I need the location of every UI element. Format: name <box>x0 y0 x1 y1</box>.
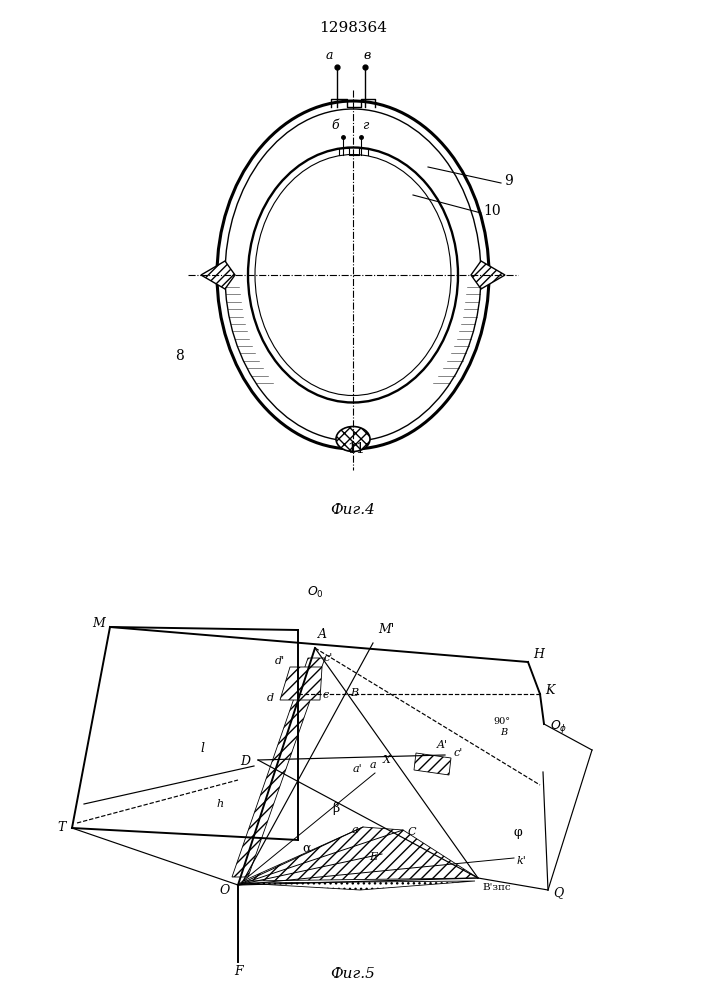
Text: г: г <box>362 119 368 132</box>
Text: B'зпс: B'зпс <box>482 883 510 892</box>
Text: $O_0$: $O_0$ <box>307 585 323 600</box>
Polygon shape <box>414 753 451 775</box>
Text: B: B <box>500 728 507 737</box>
Text: 9: 9 <box>504 174 513 188</box>
Text: a: a <box>351 825 358 835</box>
Text: 8: 8 <box>175 349 184 363</box>
Polygon shape <box>280 667 322 700</box>
Text: Q: Q <box>553 886 563 899</box>
Text: 1298364: 1298364 <box>319 21 387 35</box>
Text: C: C <box>408 827 416 837</box>
Text: A': A' <box>437 740 448 750</box>
Polygon shape <box>201 261 235 289</box>
Text: Фиг.5: Фиг.5 <box>331 967 375 981</box>
Text: O: O <box>220 884 230 897</box>
Text: K: K <box>545 684 554 697</box>
Text: E: E <box>369 852 377 862</box>
Text: M': M' <box>378 623 394 636</box>
Text: 10: 10 <box>483 204 501 218</box>
Polygon shape <box>243 827 478 881</box>
Polygon shape <box>471 261 505 289</box>
Text: D: D <box>240 755 250 768</box>
Text: β: β <box>332 802 339 815</box>
Text: l: l <box>200 742 204 755</box>
Text: T: T <box>58 821 66 834</box>
Text: A: A <box>318 628 327 641</box>
Text: 11: 11 <box>347 442 365 456</box>
Polygon shape <box>241 881 475 890</box>
Text: a: a <box>370 760 377 770</box>
Polygon shape <box>232 658 325 877</box>
Text: а: а <box>325 49 333 62</box>
Text: $O_\phi$: $O_\phi$ <box>550 718 567 735</box>
Text: h: h <box>217 799 224 809</box>
Ellipse shape <box>336 426 370 452</box>
Text: d: d <box>267 693 274 703</box>
Text: Фиг.4: Фиг.4 <box>331 503 375 517</box>
Text: б: б <box>331 119 339 132</box>
Text: F: F <box>234 965 243 978</box>
Text: c': c' <box>454 748 463 758</box>
Text: H: H <box>533 648 544 661</box>
Text: c': c' <box>324 653 333 663</box>
Text: k': k' <box>517 856 527 866</box>
Text: a': a' <box>352 764 362 774</box>
Text: в: в <box>363 49 370 62</box>
Text: φ: φ <box>514 826 522 839</box>
Text: X: X <box>383 755 391 765</box>
Text: c: c <box>323 690 329 700</box>
Text: d': d' <box>275 656 285 666</box>
Text: α: α <box>303 842 311 855</box>
Text: 90°: 90° <box>493 717 510 726</box>
Text: M: M <box>92 617 105 630</box>
Text: B: B <box>350 688 358 698</box>
